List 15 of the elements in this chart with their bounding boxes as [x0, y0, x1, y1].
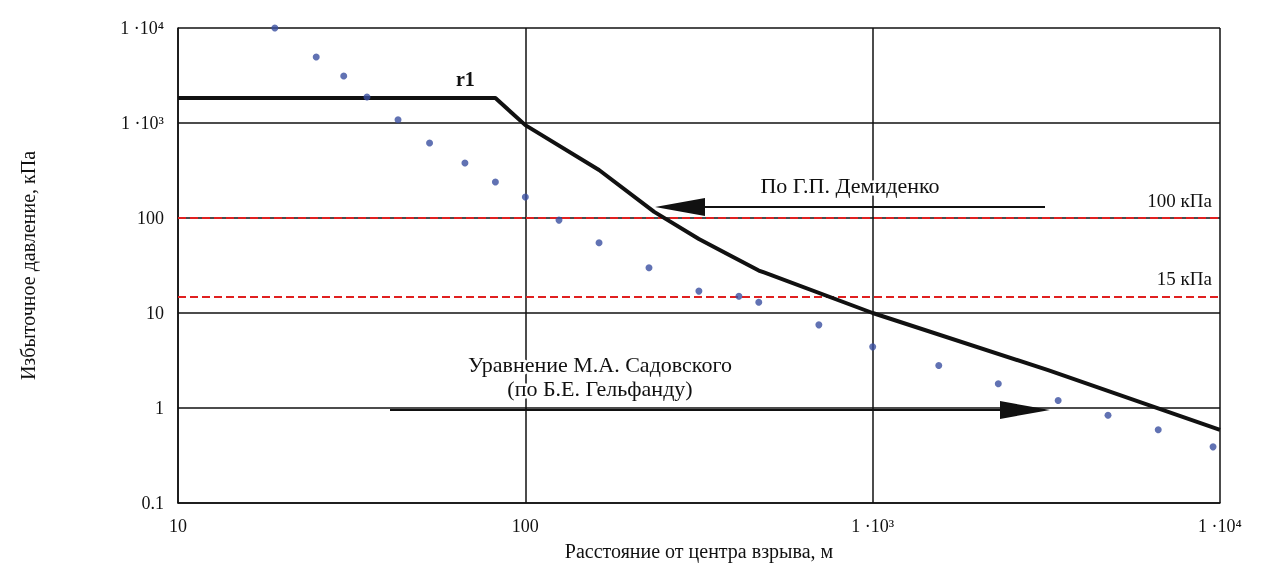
annotation: r1: [455, 68, 475, 91]
x-axis-title: Расстояние от центра взрыва, м: [564, 540, 834, 563]
y-tick-label: 1 ·10³: [121, 113, 165, 133]
y-axis-title: Избыточное давление, кПа: [17, 150, 40, 381]
y-tick-label: 0.1: [141, 493, 164, 513]
y-tick-label: 100: [137, 208, 164, 228]
y-tick-label: 1 ·10⁴: [120, 18, 164, 38]
x-tick-label: 1 ·10³: [851, 516, 895, 536]
x-tick-label: 10: [169, 516, 187, 536]
ref-line-label: 15 кПа: [1156, 268, 1213, 290]
x-tick-label: 100: [511, 516, 539, 536]
y-tick-label: 10: [146, 303, 164, 323]
y-tick-label: 1: [155, 398, 164, 418]
x-tick-label: 1 ·10⁴: [1198, 516, 1242, 536]
ref-line-label: 100 кПа: [1147, 190, 1213, 211]
